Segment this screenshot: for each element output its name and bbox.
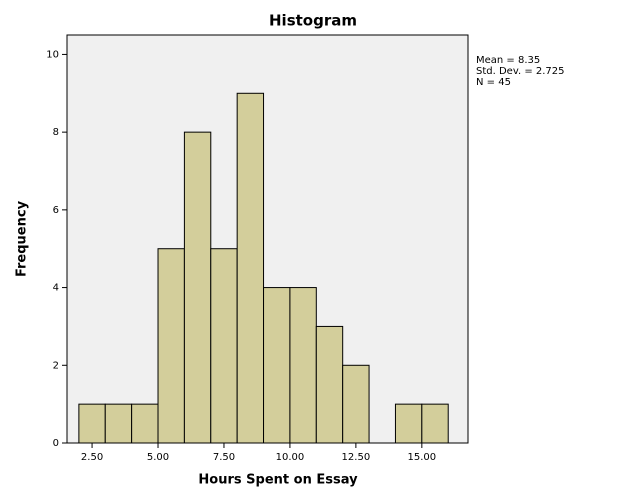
bar xyxy=(157,248,185,444)
x-tick-label: 5.00 xyxy=(147,452,169,463)
y-axis-title: Frequency xyxy=(15,200,30,277)
x-tick-label: 15.00 xyxy=(408,452,437,463)
y-tick-label: 6 xyxy=(53,205,59,216)
bar xyxy=(421,403,449,444)
bar xyxy=(78,403,106,444)
bar xyxy=(342,364,370,444)
stat-annotation: Std. Dev. = 2.725 xyxy=(476,66,565,77)
bar xyxy=(236,92,265,444)
bar xyxy=(104,403,133,444)
chart-title: Histogram xyxy=(269,12,357,30)
bar xyxy=(394,403,423,444)
bar xyxy=(289,287,317,444)
y-tick-label: 10 xyxy=(46,49,59,60)
x-tick-label: 2.50 xyxy=(81,452,103,463)
bar xyxy=(183,131,212,444)
x-tick-label: 12.50 xyxy=(342,452,371,463)
x-axis-title: Hours Spent on Essay xyxy=(198,473,358,488)
y-tick-label: 2 xyxy=(53,360,59,371)
y-tick-label: 8 xyxy=(53,127,59,138)
bar xyxy=(315,325,344,444)
y-tick-label: 4 xyxy=(53,283,59,294)
bar xyxy=(131,403,159,444)
x-tick-label: 7.50 xyxy=(213,452,235,463)
x-tick-label: 10.00 xyxy=(276,452,305,463)
bar xyxy=(210,248,238,444)
stat-annotation: N = 45 xyxy=(476,77,511,88)
stat-annotation: Mean = 8.35 xyxy=(476,55,540,66)
y-tick-label: 0 xyxy=(53,438,59,449)
bar xyxy=(263,287,291,444)
